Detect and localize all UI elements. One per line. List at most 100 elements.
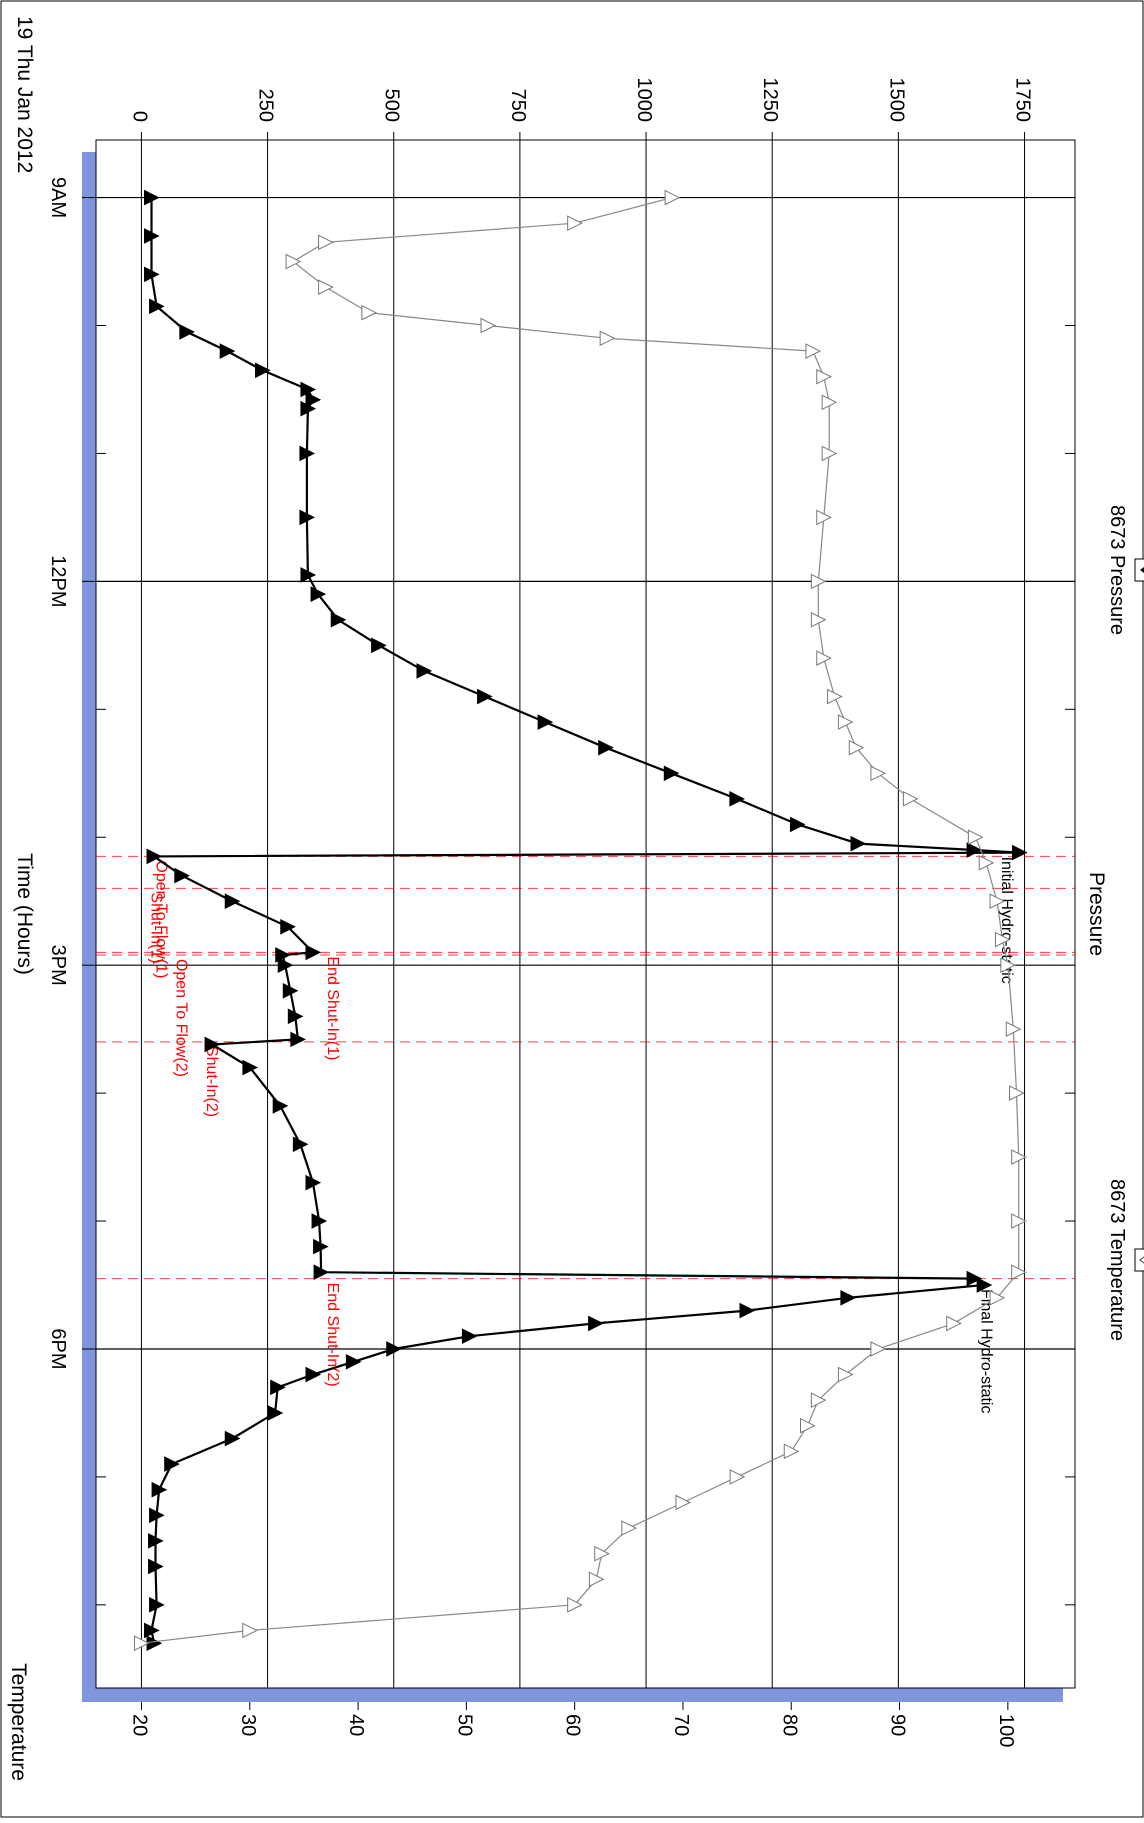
series-marker [305, 944, 322, 961]
temperature-tick-label: 90 [887, 1714, 909, 1736]
series-marker [330, 611, 347, 628]
series-marker [416, 663, 433, 679]
series-marker [292, 1136, 309, 1153]
temperature-tick-label: 40 [345, 1714, 367, 1736]
series-marker [902, 791, 919, 807]
series-marker [277, 957, 294, 973]
series-marker [361, 304, 378, 321]
legend-label-pressure: 8673 Pressure [1106, 505, 1128, 635]
series-marker [994, 931, 1011, 948]
series-marker [299, 509, 316, 526]
series-marker [1009, 1085, 1025, 1101]
series-marker [1011, 844, 1028, 861]
series-marker [599, 330, 616, 347]
event-label: End Shut-In(1) [324, 956, 341, 1060]
series-marker [810, 1392, 827, 1408]
series-marker [477, 688, 493, 705]
series-marker [537, 714, 554, 730]
legend: 8673 Pressure 8673 Temperature [1106, 505, 1144, 1341]
legend-marker-pressure-box[interactable] [1134, 558, 1144, 582]
series-marker [144, 189, 160, 206]
series-marker [1005, 1021, 1022, 1037]
pressure-tick-label: 250 [255, 89, 277, 122]
event-label: Final Hydro-static [978, 1289, 995, 1413]
series-marker [179, 324, 195, 340]
series-marker [837, 714, 854, 730]
temperature-series [133, 189, 1027, 1652]
temperature-tick-label: 100 [995, 1714, 1017, 1747]
series-marker [783, 1443, 800, 1460]
series-marker [272, 1098, 289, 1114]
series-marker [821, 394, 838, 411]
series-marker [621, 1520, 637, 1536]
series-marker [311, 1213, 328, 1229]
series-marker [282, 982, 299, 999]
series-marker [976, 1277, 993, 1293]
series-marker [310, 586, 327, 602]
series-marker [989, 893, 1006, 910]
series-marker [1000, 957, 1016, 973]
time-axis-blue-bar [82, 152, 96, 1702]
series-marker [850, 835, 867, 852]
series-marker [966, 1270, 983, 1287]
pressure-tick-label: 1500 [885, 78, 907, 123]
series-marker [149, 1597, 165, 1613]
series-marker [805, 343, 822, 359]
series-marker [816, 368, 832, 385]
event-label: Open To Flow(1) [153, 860, 170, 978]
series-marker [989, 1289, 1006, 1306]
series-marker [1011, 1149, 1027, 1165]
series-marker [280, 918, 296, 935]
series-marker [810, 611, 827, 628]
series-marker [242, 1622, 258, 1639]
series-marker [255, 362, 271, 379]
event-label: End Shut-In(2) [324, 1283, 341, 1387]
temperature-tick-label: 80 [778, 1714, 800, 1736]
pressure-tick-label: 750 [507, 89, 529, 122]
series-marker [285, 253, 302, 270]
series-marker [816, 650, 832, 666]
series-marker [827, 688, 843, 705]
date-label: 19 Thu Jan 2012 [13, 16, 36, 173]
series-marker [461, 1328, 478, 1344]
temperature-axis-blue-bar [82, 1688, 1063, 1702]
series-marker [598, 739, 614, 756]
series-marker [739, 1302, 756, 1319]
series-marker [300, 567, 317, 583]
series-marker [164, 1456, 180, 1472]
event-label: Shut-In(2) [203, 1046, 220, 1117]
legend-marker-temperature-box[interactable] [1134, 1248, 1144, 1272]
series-marker [810, 573, 827, 590]
series-marker [567, 215, 583, 231]
temperature-tick-label: 70 [670, 1714, 692, 1736]
series-marker [305, 1366, 322, 1383]
series-marker [480, 317, 497, 334]
pressure-tick-label: 1000 [633, 78, 655, 123]
series-marker [144, 228, 160, 244]
temperature-tick-label: 50 [453, 1714, 475, 1736]
series-marker [267, 1405, 284, 1421]
pressure-axis-title: Pressure [1085, 872, 1108, 956]
time-tick-label: 12PM [47, 555, 69, 607]
pressure-tick-label: 0 [128, 111, 150, 122]
series-marker [664, 189, 681, 206]
series-marker [371, 637, 387, 654]
series-marker [151, 1481, 168, 1498]
series-marker [300, 381, 317, 398]
series-marker [967, 829, 984, 846]
series-marker [149, 298, 165, 315]
grid [96, 140, 1075, 1688]
series-marker [663, 765, 680, 782]
time-tick-label: 9AM [47, 177, 69, 218]
temperature-axis-title: Temperature [7, 1663, 30, 1781]
series-marker [224, 1430, 241, 1447]
series-marker [386, 1341, 402, 1357]
series-marker [567, 1597, 583, 1613]
series-marker [588, 1315, 604, 1332]
series-marker [946, 1315, 962, 1332]
series-marker [318, 279, 334, 295]
temperature-tick-label: 20 [128, 1714, 150, 1736]
series-marker [729, 1469, 746, 1485]
